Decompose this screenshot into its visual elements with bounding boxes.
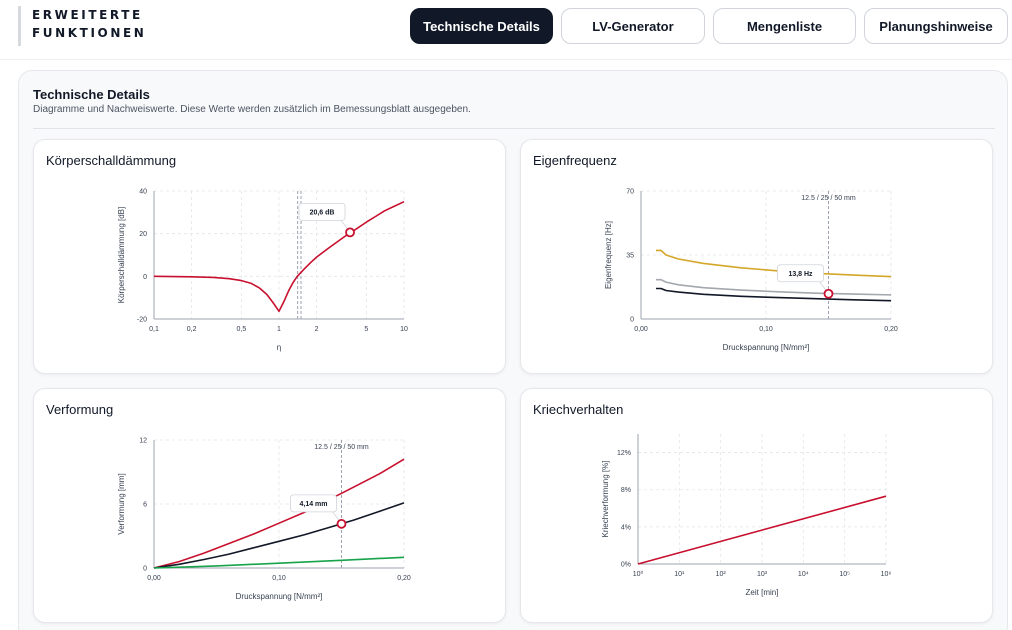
marker-point (336, 518, 347, 529)
tab-lv-generator[interactable]: LV-Generator (561, 8, 705, 44)
series-line (153, 200, 405, 313)
y-axis-label: Verformung [mm] (117, 473, 126, 534)
x-tick-label: 0,1 (149, 326, 159, 333)
series-line (153, 502, 405, 569)
brand-title: ERWEITERTE FUNKTIONEN (18, 6, 146, 46)
marker-point (345, 227, 355, 238)
x-tick-label: 10 (400, 326, 408, 333)
series-line (656, 287, 892, 302)
marker-point (823, 288, 834, 299)
section-title: Technische Details (33, 87, 150, 102)
x-axis-label: η (277, 343, 281, 352)
marker-callout-pointer (340, 220, 349, 230)
marker-label: 20,6 dB (310, 209, 335, 216)
y-tick-label: 0 (630, 317, 634, 324)
chart-koerperschall-svg: 0,1 0,2 0,5 1 2 5 10 -20 0 20 40 η Körperschalldämmu… (117, 189, 408, 353)
tab-mengenliste[interactable]: Mengenliste (713, 8, 856, 44)
x-tick-label: 10⁶ (881, 571, 892, 578)
y-tick-label: 0% (621, 562, 631, 569)
brand-line-1: ERWEITERTE (32, 8, 143, 22)
marker-label: 4,14 mm (299, 501, 327, 508)
card-koerperschall: Körperschalldämmung 0,1 0,2 0,5 1 2 5 10 -20 0 20… (33, 139, 506, 374)
tab-planungshinweise[interactable]: Planungshinweise (864, 8, 1008, 44)
section-divider (33, 128, 995, 129)
y-axis-label: Körperschalldämmung [dB] (117, 207, 126, 304)
x-tick-label: 0,5 (237, 326, 247, 333)
x-tick-label: 0,10 (759, 326, 773, 333)
card-title: Kriechverhalten (533, 402, 624, 417)
x-tick-label: 0,20 (397, 575, 411, 582)
y-tick-label: 12 (139, 438, 147, 445)
card-verformung: Verformung 0,00 0,10 0,20 0 6 12 Druckspannung… (33, 388, 506, 623)
x-tick-label: 0,00 (147, 575, 161, 582)
y-tick-label: 70 (626, 189, 634, 196)
marker-callout-box (290, 494, 337, 513)
y-tick-label: 6 (143, 502, 147, 509)
x-tick-label: 10⁴ (798, 571, 809, 578)
x-axis-label: Druckspannung [N/mm²] (723, 343, 810, 352)
y-tick-label: -20 (137, 317, 147, 324)
x-tick-label: 0,20 (884, 326, 898, 333)
tab-bar: Technische Details LV-Generator Mengenli… (410, 8, 1008, 44)
x-tick-label: 10⁰ (633, 570, 644, 578)
marker-callout-box (777, 264, 824, 283)
x-tick-label: 1 (277, 326, 281, 333)
x-tick-label: 5 (364, 326, 368, 333)
x-axis-label: Zeit [min] (746, 588, 779, 597)
card-title: Körperschalldämmung (46, 153, 177, 168)
y-tick-label: 35 (626, 253, 634, 260)
x-tick-label: 0,00 (634, 326, 648, 333)
chart-verformung-svg: 0,00 0,10 0,20 0 6 12 Druckspannung [N/mm²] Ver… (117, 438, 411, 602)
y-tick-label: 0 (143, 274, 147, 281)
series-line (637, 495, 887, 565)
marker-callout-pointer (819, 281, 827, 292)
card-eigenfrequenz: Eigenfrequenz 0,00 0,10 0,20 0 35 70 Druckspan… (520, 139, 993, 374)
brand-line-2: FUNKTIONEN (32, 26, 147, 40)
card-kriechverhalten: Kriechverhalten 10⁰ 10¹ 10² 10³ 10⁴ 10⁵ 10⁶ 0% 4… (520, 388, 993, 623)
series-line (656, 249, 892, 278)
y-tick-label: 40 (139, 189, 147, 196)
x-tick-label: 2 (315, 326, 319, 333)
marker-callout-pointer (332, 511, 340, 522)
x-tick-label: 10³ (757, 571, 768, 578)
x-axis-label: Druckspannung [N/mm²] (236, 592, 323, 601)
reference-line-label: 12.5 / 25 / 50 mm (801, 195, 856, 202)
y-tick-label: 8% (621, 487, 631, 494)
series-line (153, 458, 405, 569)
card-title: Verformung (46, 402, 114, 417)
card-title: Eigenfrequenz (533, 153, 617, 168)
y-tick-label: 4% (621, 524, 631, 531)
chart-kriechverhalten-svg: 10⁰ 10¹ 10² 10³ 10⁴ 10⁵ 10⁶ 0% 4% 8% 12% Zeit [min]… (601, 434, 892, 597)
x-tick-label: 0,2 (187, 326, 197, 333)
x-tick-label: 10⁵ (839, 571, 850, 578)
y-axis-label: Eigenfrequenz [Hz] (604, 221, 613, 289)
reference-line-label: 12.5 / 25 / 50 mm (314, 444, 369, 451)
x-tick-label: 10¹ (674, 571, 685, 578)
marker-callout-box (298, 202, 346, 221)
series-line (656, 278, 892, 296)
top-bar: ERWEITERTE FUNKTIONEN Technische Details… (0, 0, 1012, 60)
section-subtitle: Diagramme und Nachweiswerte. Diese Werte… (33, 104, 471, 115)
x-tick-label: 10² (716, 571, 727, 578)
marker-label: 13,8 Hz (788, 271, 813, 278)
y-tick-label: 0 (143, 566, 147, 573)
chart-eigenfrequenz-svg: 0,00 0,10 0,20 0 35 70 Druckspannung [N/mm²] Ei… (604, 189, 898, 353)
y-tick-label: 20 (139, 231, 147, 238)
x-tick-label: 0,10 (272, 575, 286, 582)
y-tick-label: 12% (617, 450, 631, 457)
y-axis-label: Kriechverformung [%] (601, 461, 610, 538)
series-line (153, 556, 405, 569)
tab-technische-details[interactable]: Technische Details (410, 8, 553, 44)
